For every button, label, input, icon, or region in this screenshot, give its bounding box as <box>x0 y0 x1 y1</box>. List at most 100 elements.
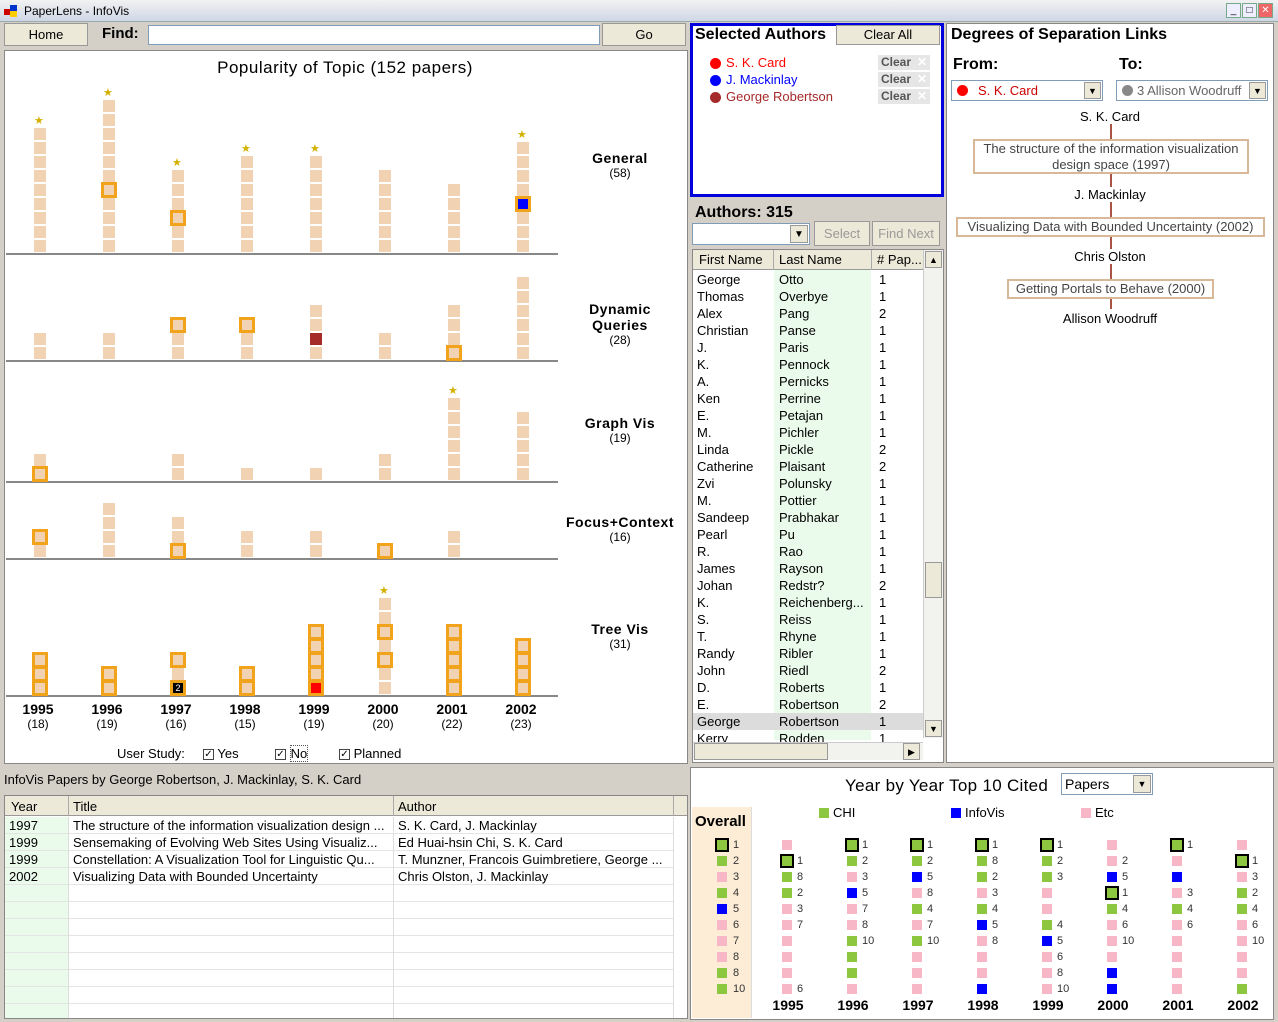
paper-square[interactable] <box>379 640 391 652</box>
paper-square[interactable] <box>172 226 184 238</box>
paper-square[interactable] <box>448 440 460 452</box>
horizontal-scrollbar[interactable]: ▶ <box>693 742 923 760</box>
cited-square[interactable] <box>1042 888 1052 898</box>
paper-square[interactable] <box>446 666 462 682</box>
paper-square[interactable] <box>241 347 253 359</box>
paper-square[interactable] <box>172 468 184 480</box>
path-author[interactable]: J. Mackinlay <box>1040 187 1180 202</box>
paper-square[interactable] <box>241 198 253 210</box>
cited-square[interactable] <box>847 872 857 882</box>
path-author[interactable]: Chris Olston <box>1040 249 1180 264</box>
cited-square[interactable] <box>1040 838 1054 852</box>
cited-square[interactable] <box>1237 936 1247 946</box>
paper-square[interactable] <box>517 240 529 252</box>
author-row[interactable]: K. Pennock 1 <box>693 356 923 373</box>
paper-square[interactable] <box>310 531 322 543</box>
paper-square[interactable] <box>515 652 531 668</box>
paper-square[interactable] <box>170 543 186 559</box>
paper-square[interactable] <box>241 468 253 480</box>
cited-square[interactable] <box>977 904 987 914</box>
selected-author[interactable]: S. K. Card Clear ✕ <box>708 55 936 72</box>
cited-square[interactable] <box>1170 838 1184 852</box>
paper-square[interactable] <box>379 226 391 238</box>
paper-square[interactable] <box>446 345 462 361</box>
cited-square[interactable] <box>977 936 987 946</box>
paper-square[interactable] <box>446 680 462 696</box>
year-label[interactable]: 2000 (20) <box>367 701 399 731</box>
author-row[interactable]: M. Pottier 1 <box>693 492 923 509</box>
close-icon[interactable]: ✕ <box>916 55 927 69</box>
paper-row[interactable]: 1999 Constellation: A Visualization Tool … <box>5 851 673 868</box>
paper-square[interactable] <box>34 212 46 224</box>
cited-square[interactable] <box>1107 872 1117 882</box>
author-row[interactable]: Thomas Overbye 1 <box>693 288 923 305</box>
cited-square[interactable] <box>847 984 857 994</box>
column-header[interactable]: # Pap... <box>877 252 922 267</box>
cited-square[interactable] <box>977 984 987 994</box>
paper-square[interactable] <box>448 319 460 331</box>
cited-square[interactable] <box>847 904 857 914</box>
paper-square[interactable] <box>170 652 186 668</box>
paper-square[interactable] <box>379 212 391 224</box>
paper-square[interactable] <box>103 212 115 224</box>
column-header[interactable]: Author <box>398 799 437 814</box>
scroll-thumb[interactable] <box>925 562 942 598</box>
minimize-icon[interactable]: _ <box>1226 3 1241 18</box>
paper-square[interactable] <box>379 240 391 252</box>
paper-square[interactable] <box>448 226 460 238</box>
paper-square[interactable] <box>446 638 462 654</box>
paper-square[interactable] <box>517 291 529 303</box>
paper-square[interactable] <box>379 347 391 359</box>
author-row[interactable]: S. Reiss 1 <box>693 611 923 628</box>
cited-square[interactable] <box>717 888 727 898</box>
paper-square[interactable] <box>448 412 460 424</box>
cited-square[interactable] <box>1042 936 1052 946</box>
paper-square[interactable] <box>310 468 322 480</box>
cited-square[interactable] <box>782 920 792 930</box>
paper-square[interactable] <box>172 198 184 210</box>
author-row[interactable]: Alex Pang 2 <box>693 305 923 322</box>
paper-square[interactable] <box>241 184 253 196</box>
close-icon[interactable]: ✕ <box>1258 3 1273 18</box>
paper-square[interactable] <box>308 638 324 654</box>
cited-square[interactable] <box>782 968 792 978</box>
paper-square[interactable] <box>172 170 184 182</box>
paper-square[interactable] <box>32 529 48 545</box>
cited-square[interactable] <box>1042 872 1052 882</box>
paper-square[interactable] <box>241 545 253 557</box>
find-input[interactable] <box>148 25 600 45</box>
cited-square[interactable] <box>717 920 727 930</box>
cited-square[interactable] <box>847 920 857 930</box>
cited-square[interactable] <box>782 904 792 914</box>
paper-square[interactable] <box>101 666 117 682</box>
paper-square[interactable] <box>172 184 184 196</box>
paper-square[interactable] <box>310 319 322 331</box>
cited-square[interactable] <box>1172 872 1182 882</box>
cited-square[interactable] <box>1237 904 1247 914</box>
chevron-down-icon[interactable]: ▼ <box>790 225 808 243</box>
go-button[interactable]: Go <box>602 23 686 46</box>
paper-square[interactable] <box>34 347 46 359</box>
cited-square[interactable] <box>717 856 727 866</box>
year-label[interactable]: 1996 (19) <box>91 701 123 731</box>
paper-square[interactable] <box>310 226 322 238</box>
paper-square[interactable] <box>448 426 460 438</box>
paper-square[interactable] <box>103 240 115 252</box>
paper-square[interactable] <box>379 682 391 694</box>
paper-square[interactable] <box>446 652 462 668</box>
cited-square[interactable] <box>1172 920 1182 930</box>
column-header[interactable]: Year <box>11 799 38 814</box>
year-label[interactable]: 1998 (15) <box>229 701 261 731</box>
paper-square[interactable] <box>515 196 531 212</box>
cited-square[interactable] <box>1107 936 1117 946</box>
cited-square[interactable] <box>1172 904 1182 914</box>
paper-square[interactable] <box>34 226 46 238</box>
paper-square[interactable] <box>517 426 529 438</box>
year-label[interactable]: 1999 (19) <box>298 701 330 731</box>
paper-square[interactable] <box>517 454 529 466</box>
paper-square[interactable] <box>103 545 115 557</box>
author-row[interactable]: A. Pernicks 1 <box>693 373 923 390</box>
cited-square[interactable] <box>717 968 727 978</box>
paper-square[interactable] <box>103 198 115 210</box>
cited-square[interactable] <box>1172 888 1182 898</box>
